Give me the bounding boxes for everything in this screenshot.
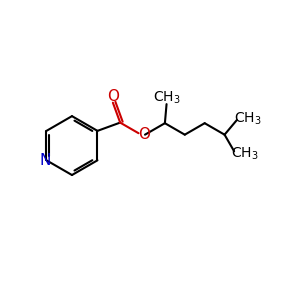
Text: O: O (107, 89, 119, 104)
Text: CH$_3$: CH$_3$ (234, 110, 262, 127)
Text: CH$_3$: CH$_3$ (153, 89, 181, 106)
Text: CH$_3$: CH$_3$ (232, 146, 259, 162)
Text: O: O (138, 127, 150, 142)
Text: N: N (39, 153, 51, 168)
